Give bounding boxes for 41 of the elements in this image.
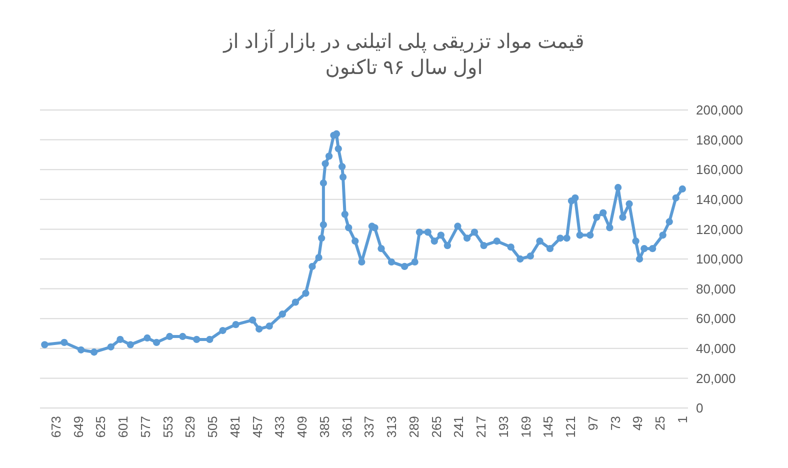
y-tick-label: 80,000 xyxy=(696,281,736,296)
x-tick-label: 145 xyxy=(540,416,556,438)
x-tick-label: 313 xyxy=(384,416,400,438)
y-tick-label: 140,000 xyxy=(696,192,743,207)
x-tick-label: 121 xyxy=(563,416,578,438)
chart-title: قیمت مواد تزریقی پلی اتیلنی در بازار آزاد از اول سال ۹۶ تاکنون xyxy=(222,29,584,79)
x-tick-label: 505 xyxy=(205,416,220,438)
y-tick-label: 20,000 xyxy=(696,370,736,386)
x-tick-label: 457 xyxy=(250,416,265,438)
x-tick-label: 289 xyxy=(406,416,422,438)
y-tick-label: 160,000 xyxy=(696,162,743,178)
x-tick-label: 601 xyxy=(116,416,131,438)
y-tick-label: 40,000 xyxy=(696,340,736,356)
x-tick-label: 1 xyxy=(674,416,690,424)
x-tick-label: 337 xyxy=(362,416,377,438)
x-tick-label: 217 xyxy=(474,416,489,438)
x-tick-label: 361 xyxy=(339,416,354,438)
y-tick-label: 100,000 xyxy=(696,252,743,267)
x-tick-label: 577 xyxy=(138,416,153,438)
x-tick-label: 553 xyxy=(160,416,176,438)
x-tick-label: 481 xyxy=(227,416,242,438)
x-tick-label: 241 xyxy=(451,416,466,438)
x-tick-label: 265 xyxy=(428,416,444,438)
x-tick-label: 169 xyxy=(518,416,534,438)
y-tick-label: 180,000 xyxy=(696,132,743,148)
x-tick-label: 625 xyxy=(93,416,108,438)
x-tick-label: 49 xyxy=(630,416,646,430)
x-tick-label: 385 xyxy=(316,416,332,438)
x-tick-label: 409 xyxy=(294,416,310,438)
x-tick-label: 673 xyxy=(48,416,64,438)
x-tick-label: 73 xyxy=(608,416,623,430)
y-tick-label: 60,000 xyxy=(696,311,736,326)
y-tick-label: 120,000 xyxy=(696,222,743,237)
x-tick-label: 529 xyxy=(182,416,198,438)
x-tick-label: 193 xyxy=(496,416,511,438)
y-tick-label: 0 xyxy=(696,400,704,416)
x-tick-label: 649 xyxy=(70,416,86,438)
x-tick-label: 433 xyxy=(272,416,288,438)
x-tick-label: 97 xyxy=(585,416,600,430)
x-tick-label: 25 xyxy=(652,416,668,430)
y-tick-label: 200,000 xyxy=(696,102,743,118)
